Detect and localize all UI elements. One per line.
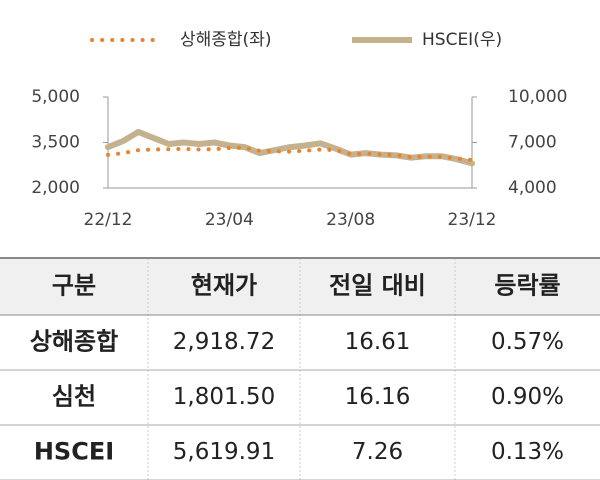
table-header: 구분 <box>52 272 96 300</box>
table-cell: 2,918.72 <box>173 329 275 355</box>
y2-tick-label: 10,000 <box>508 87 567 107</box>
y-tick-label: 5,000 <box>31 87 80 107</box>
legend-label: 상해종합(좌) <box>180 30 271 50</box>
table-cell: 5,619.91 <box>173 439 275 465</box>
row-header: HSCEI <box>34 438 114 466</box>
table-cell: 0.57% <box>491 329 564 355</box>
y2-tick-label: 4,000 <box>508 178 557 198</box>
y2-tick-label: 7,000 <box>508 133 557 153</box>
y-tick-label: 3,500 <box>31 133 80 153</box>
series-line <box>105 128 475 167</box>
row-header: 상해종합 <box>30 328 118 356</box>
table-cell: 0.90% <box>491 384 564 410</box>
table-cell: 16.61 <box>345 329 411 355</box>
table-header: 현재가 <box>191 272 257 300</box>
table-cell: 16.16 <box>345 384 411 410</box>
row-header: 심천 <box>52 383 96 411</box>
x-tick-label: 23/12 <box>448 210 497 230</box>
legend-label: HSCEI(우) <box>422 30 502 50</box>
x-tick-label: 23/08 <box>326 210 375 230</box>
table-cell: 0.13% <box>491 439 564 465</box>
series-line <box>106 145 474 163</box>
table-cell: 1,801.50 <box>173 384 275 410</box>
x-tick-label: 23/04 <box>205 210 254 230</box>
table-cell: 7.26 <box>352 439 403 465</box>
y-tick-label: 2,000 <box>31 178 80 198</box>
table-header: 등락률 <box>494 272 560 300</box>
x-tick-label: 22/12 <box>84 210 133 230</box>
table-header: 전일 대비 <box>329 272 426 300</box>
